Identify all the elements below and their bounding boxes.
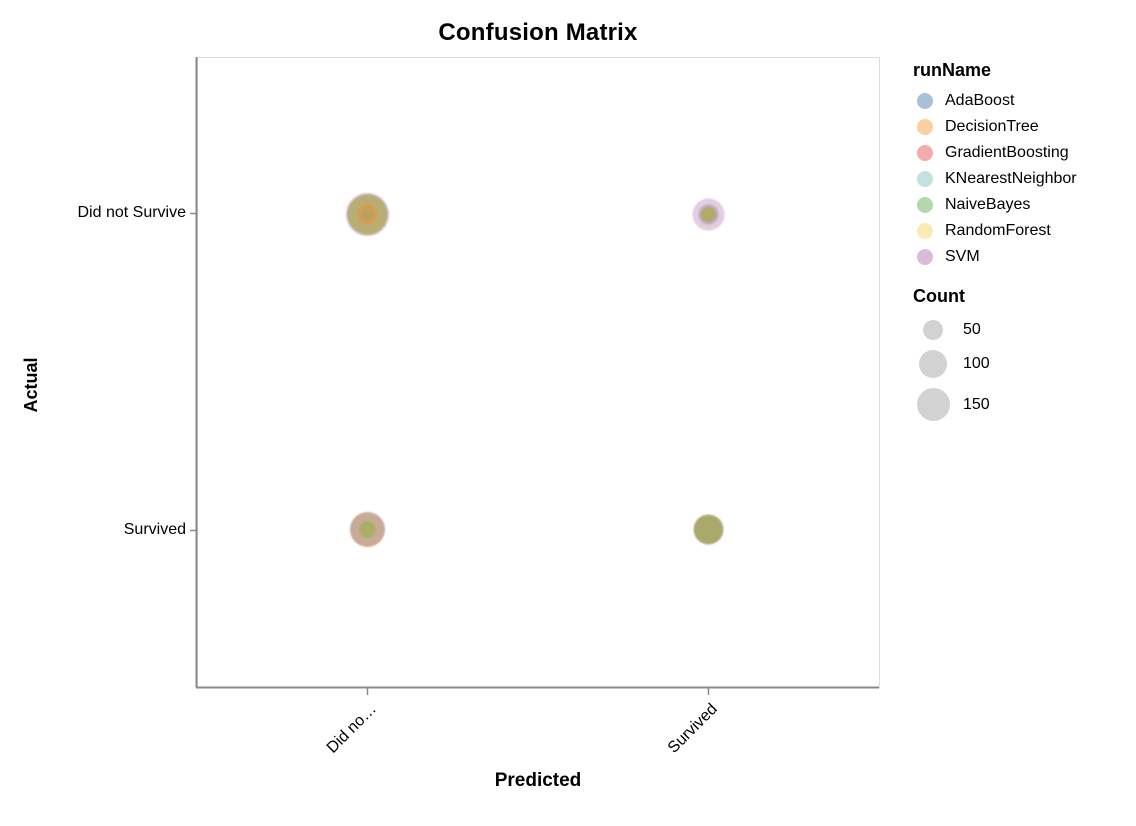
- x-axis-title: Predicted: [494, 770, 582, 791]
- bubble-did-not-survive-vs-survived[interactable]: [692, 198, 725, 231]
- y-axis-title: Actual: [21, 357, 41, 413]
- size-symbol-box: [911, 350, 955, 378]
- legend-item-gradientboosting: GradientBoosting: [908, 140, 1134, 166]
- size-value-label: 150: [963, 395, 990, 413]
- legend-swatch-icon: [917, 119, 933, 135]
- legend-size-title: Count: [913, 286, 965, 306]
- plot-frame: [197, 57, 880, 688]
- size-circle-icon: [923, 320, 943, 340]
- legend-item-label: SVM: [945, 248, 980, 265]
- legend-size-item-100: 100: [908, 350, 1134, 378]
- legend-swatch-icon: [917, 223, 933, 239]
- bubble-ring[interactable]: [359, 521, 376, 538]
- chart-title: Confusion Matrix: [438, 19, 638, 46]
- legend-item-label: NaiveBayes: [945, 196, 1031, 213]
- size-value-label: 50: [963, 321, 981, 338]
- legend-item-label: RandomForest: [945, 222, 1051, 239]
- y-tick-label-survived: Survived: [123, 521, 186, 538]
- legend: runName AdaBoost DecisionTree GradientBoos…: [908, 58, 1134, 431]
- size-value-label: 100: [963, 355, 990, 372]
- legend-item-knearestneighbor: KNearestNeighbor: [908, 166, 1134, 192]
- bubble-ring[interactable]: [700, 206, 717, 223]
- legend-swatch-icon: [917, 171, 933, 187]
- bubble-survived-vs-did-not-survive[interactable]: [350, 512, 385, 547]
- legend-size-item-150: 150: [908, 388, 1134, 421]
- legend-item-label: AdaBoost: [945, 92, 1015, 109]
- bubble-ring[interactable]: [361, 208, 374, 221]
- bubble-survived-vs-survived[interactable]: [693, 514, 724, 545]
- size-circle-icon: [919, 350, 947, 378]
- size-circle-icon: [916, 388, 950, 421]
- legend-swatch-icon: [917, 249, 933, 265]
- bubble-ring[interactable]: [693, 514, 724, 545]
- legend-item-decisiontree: DecisionTree: [908, 114, 1134, 140]
- legend-item-randomforest: RandomForest: [908, 218, 1134, 244]
- legend-item-naivebayes: NaiveBayes: [908, 192, 1134, 218]
- size-symbol-box: [911, 388, 955, 421]
- legend-item-label: DecisionTree: [945, 118, 1039, 135]
- legend-item-label: KNearestNeighbor: [945, 170, 1077, 187]
- legend-item-svm: SVM: [908, 244, 1134, 270]
- legend-color-items: AdaBoost DecisionTree GradientBoosting KNea…: [908, 88, 1134, 270]
- legend-color-title: runName: [913, 60, 992, 80]
- legend-swatch-icon: [917, 145, 933, 161]
- legend-item-label: GradientBoosting: [945, 144, 1069, 161]
- bubble-did-not-survive-vs-did-not-survive[interactable]: [345, 192, 390, 237]
- legend-swatch-icon: [917, 93, 933, 109]
- legend-size-item-50: 50: [908, 320, 1134, 340]
- size-symbol-box: [911, 320, 955, 340]
- legend-item-adaboost: AdaBoost: [908, 88, 1134, 114]
- legend-swatch-icon: [917, 197, 933, 213]
- y-tick-label-did-not-survive: Did not Survive: [77, 204, 187, 221]
- legend-size-items: 50 100 150: [908, 320, 1134, 421]
